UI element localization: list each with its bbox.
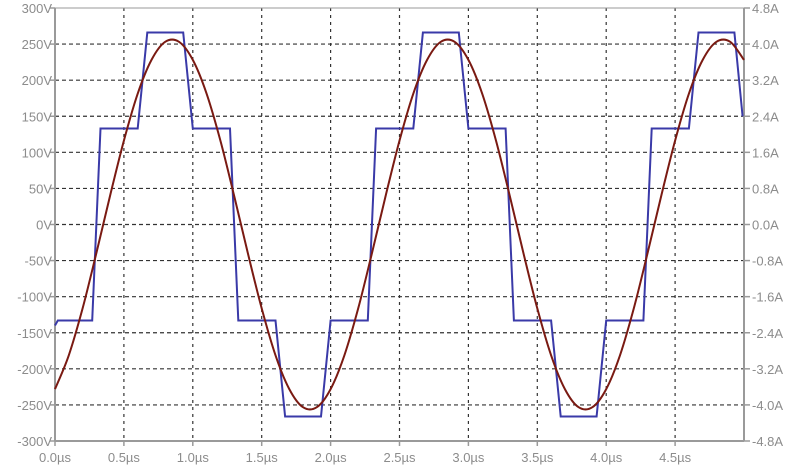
x-tick-label: 4.0µs [590, 450, 623, 465]
y-tick-label: -50V [25, 254, 53, 269]
voltage-series-line [54, 31, 744, 418]
y2-tick-label: 2.4A [752, 109, 779, 124]
y-tick-label: 250V [22, 37, 53, 52]
x-tick-label: 0.0µs [39, 450, 72, 465]
y2-tick-label: 4.0A [752, 37, 779, 52]
y-tick-label: -200V [17, 362, 52, 377]
y2-tick-label: 0.0A [752, 218, 779, 233]
series [54, 31, 745, 418]
tick-labels: 0.0µs 0.5µs 1.0µs 1.5µs 2.0µs 2.5µs 3.0µs 3.5µs… [17, 1, 783, 465]
current-series-line [54, 38, 745, 411]
axes [50, 7, 750, 446]
y2-tick-label: 4.8A [752, 1, 779, 16]
y-tick-label: -250V [17, 398, 52, 413]
y2-tick-label: 3.2A [752, 73, 779, 88]
y2-tick-label: -0.8A [752, 254, 783, 269]
x-tick-label: 4.5µs [659, 450, 692, 465]
y2-tick-label: -2.4A [752, 326, 783, 341]
x-tick-label: 1.0µs [177, 450, 210, 465]
x-tick-label: 0.5µs [108, 450, 141, 465]
y-tick-label: 200V [22, 73, 53, 88]
y2-tick-label: -1.6A [752, 290, 783, 305]
x-tick-label: 2.5µs [383, 450, 416, 465]
x-tick-label: 3.0µs [452, 450, 485, 465]
y2-tick-label: -3.2A [752, 362, 783, 377]
y-tick-label: 0V [36, 218, 52, 233]
y2-tick-label: 1.6A [752, 145, 779, 160]
y-tick-label: -300V [17, 434, 52, 449]
y-tick-label: 150V [22, 109, 53, 124]
y2-tick-label: -4.8A [752, 434, 783, 449]
grid [55, 8, 744, 441]
y-tick-label: 100V [22, 145, 53, 160]
x-tick-label: 3.5µs [521, 450, 554, 465]
y2-tick-label: 0.8A [752, 181, 779, 196]
y-tick-label: -100V [17, 290, 52, 305]
y-tick-label: 50V [29, 181, 52, 196]
y2-tick-label: -4.0A [752, 398, 783, 413]
x-tick-label: 2.0µs [315, 450, 348, 465]
y-tick-label: -150V [17, 326, 52, 341]
y-tick-label: 300V [22, 1, 53, 16]
x-tick-label: 1.5µs [246, 450, 279, 465]
